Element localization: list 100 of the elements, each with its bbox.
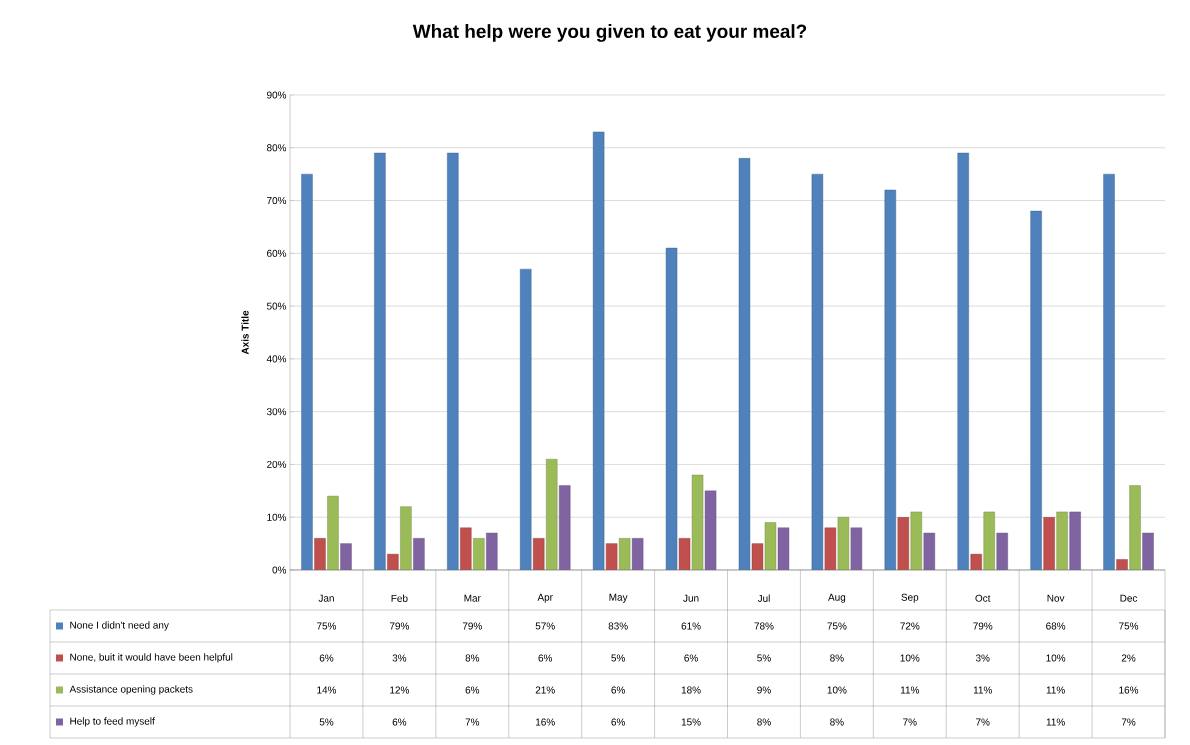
data-label: 7% — [976, 718, 990, 726]
bar — [777, 527, 790, 570]
data-label: 11% — [1046, 686, 1065, 694]
data-label: 6% — [465, 686, 480, 694]
bar — [1116, 559, 1128, 570]
data-label: 6% — [611, 718, 625, 726]
data-label: 8% — [830, 654, 844, 662]
bar — [559, 485, 571, 570]
bar — [387, 553, 399, 570]
bar — [447, 152, 459, 570]
bar — [301, 173, 313, 570]
x-tick-label: Nov — [1047, 594, 1065, 602]
data-label: 18% — [681, 686, 701, 694]
data-label: 14% — [317, 686, 337, 694]
bar — [1142, 532, 1154, 570]
bar — [314, 538, 326, 570]
data-label: 12% — [390, 686, 410, 694]
x-tick-label: Sep — [901, 593, 919, 603]
y-tick-label: 60% — [267, 249, 287, 257]
bar — [811, 173, 824, 570]
bar — [850, 527, 863, 570]
data-label: 11% — [1046, 718, 1065, 726]
data-label: 11% — [900, 686, 920, 694]
y-tick-label: 70% — [267, 197, 287, 205]
bar — [751, 543, 764, 570]
data-label: 6% — [392, 718, 407, 726]
data-label: 10% — [827, 686, 847, 694]
data-label: 6% — [319, 654, 334, 662]
bar — [665, 247, 678, 570]
data-label: 5% — [319, 718, 334, 726]
data-label: 10% — [1046, 654, 1066, 662]
bar — [1030, 210, 1042, 570]
data-label: 5% — [611, 654, 625, 662]
data-label: 3% — [975, 654, 990, 662]
data-label: 3% — [392, 654, 407, 662]
data-label: 72% — [900, 622, 920, 630]
data-label: 16% — [536, 718, 555, 726]
bar — [1043, 517, 1055, 570]
data-label: 68% — [1046, 622, 1066, 630]
data-label: 61% — [681, 622, 701, 630]
legend-label: Assistance opening packets — [69, 685, 193, 695]
bar — [957, 152, 969, 570]
data-label: 5% — [757, 654, 771, 662]
bar — [923, 532, 935, 570]
data-label: 6% — [684, 654, 698, 662]
data-label: 7% — [903, 718, 917, 726]
bar — [884, 189, 896, 570]
y-tick-label: 20% — [267, 460, 287, 468]
x-tick-label: Jan — [318, 594, 334, 602]
bar — [704, 490, 717, 570]
bar — [592, 131, 605, 570]
data-label: 83% — [608, 622, 628, 630]
x-tick-label: Oct — [975, 594, 991, 602]
data-label: 21% — [535, 686, 555, 694]
data-label: 79% — [973, 622, 993, 630]
bar — [460, 527, 472, 570]
data-label: 10% — [900, 654, 920, 662]
x-tick-label: Jul — [757, 594, 770, 602]
bar — [486, 532, 498, 570]
y-tick-label: 0% — [272, 566, 287, 574]
data-label: 79% — [389, 622, 410, 630]
x-tick-label: Mar — [464, 594, 481, 602]
bar — [897, 517, 909, 570]
data-label: 15% — [681, 718, 701, 726]
x-tick-label: May — [609, 593, 628, 603]
data-label: 79% — [462, 622, 482, 630]
data-label: 9% — [757, 686, 771, 694]
data-label: 78% — [754, 622, 774, 630]
chart-title: What help were you given to eat your meal? — [412, 24, 807, 42]
data-label: 57% — [535, 622, 555, 630]
data-label: 75% — [827, 622, 847, 630]
legend-label: None, buit it would have been helpful — [70, 653, 233, 663]
bar — [533, 538, 545, 570]
data-label: 8% — [757, 718, 771, 726]
x-tick-label: Aug — [828, 593, 846, 603]
bar — [520, 268, 532, 570]
y-tick-label: 90% — [267, 91, 287, 99]
data-label: 8% — [465, 654, 480, 662]
y-tick-label: 50% — [266, 302, 287, 310]
bar — [413, 538, 425, 570]
data-label: 75% — [1119, 622, 1139, 630]
bar — [678, 538, 691, 570]
data-label: 75% — [317, 622, 337, 630]
bar — [631, 538, 644, 570]
bar — [605, 543, 618, 570]
y-tick-label: 10% — [267, 513, 287, 521]
data-label: 8% — [830, 718, 844, 726]
x-tick-label: Feb — [391, 594, 408, 602]
y-axis-title: Axis Title — [241, 310, 249, 355]
bar — [1069, 511, 1081, 570]
data-label: 11% — [973, 686, 992, 694]
bar — [738, 158, 751, 570]
bar — [970, 553, 982, 570]
y-tick-label: 40% — [266, 355, 287, 363]
bar — [374, 152, 386, 570]
data-label: 6% — [538, 654, 553, 662]
data-label: 7% — [1121, 718, 1136, 726]
bar — [1103, 173, 1115, 570]
x-tick-label: Jun — [683, 594, 699, 602]
x-tick-label: Dec — [1120, 594, 1138, 602]
